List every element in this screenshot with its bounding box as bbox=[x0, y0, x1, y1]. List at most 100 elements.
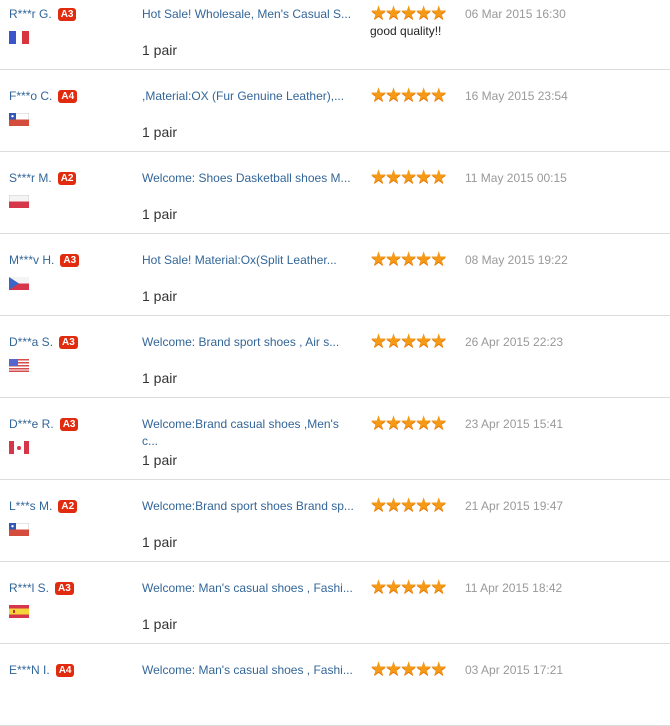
star-icon: ★ bbox=[400, 249, 417, 270]
product-link[interactable]: ,Material:OX (Fur Genuine Leather),... bbox=[142, 89, 345, 103]
star-icon: ★ bbox=[385, 331, 402, 352]
star-rating: ★★★★★ bbox=[370, 248, 447, 271]
star-icon: ★ bbox=[415, 85, 432, 106]
star-icon: ★ bbox=[415, 3, 432, 24]
quantity: 1 pair bbox=[142, 124, 178, 140]
star-icon: ★ bbox=[430, 331, 447, 352]
usa-flag-icon bbox=[9, 359, 29, 372]
buyer-level-badge: A3 bbox=[57, 8, 77, 21]
star-icon: ★ bbox=[370, 577, 387, 598]
star-icon: ★ bbox=[415, 577, 432, 598]
star-icon: ★ bbox=[370, 85, 387, 106]
star-icon: ★ bbox=[430, 167, 447, 188]
star-icon: ★ bbox=[430, 249, 447, 270]
product-link[interactable]: Welcome:Brand casual shoes ,Men's c... bbox=[142, 417, 339, 448]
buyer-name: E***N I. A4 bbox=[9, 663, 75, 677]
star-icon: ★ bbox=[385, 577, 402, 598]
buyer-name: D***a S. A3 bbox=[9, 335, 78, 349]
feedback-date: 16 May 2015 23:54 bbox=[465, 89, 568, 103]
star-rating: ★★★★★ bbox=[370, 658, 447, 681]
france-flag-icon bbox=[9, 31, 29, 44]
star-icon: ★ bbox=[430, 3, 447, 24]
spain-flag-icon bbox=[9, 605, 29, 618]
quantity: 1 pair bbox=[142, 42, 178, 58]
product-link[interactable]: Welcome: Brand sport shoes , Air s... bbox=[142, 335, 340, 349]
star-icon: ★ bbox=[385, 659, 402, 680]
chile-flag-icon bbox=[9, 523, 29, 536]
buyer-name-text: F***o C. bbox=[9, 89, 53, 103]
feedback-row: L***s M. A2 Welcome:Brand sport shoes Bra… bbox=[0, 480, 670, 562]
buyer-name-text: S***r M. bbox=[9, 171, 52, 185]
buyer-name: M***v H. A3 bbox=[9, 253, 80, 267]
buyer-level-badge: A2 bbox=[58, 500, 78, 513]
star-icon: ★ bbox=[370, 3, 387, 24]
feedback-date: 26 Apr 2015 22:23 bbox=[465, 335, 564, 349]
feedback-row: D***e R. A3 Welcome:Brand casual shoes ,M… bbox=[0, 398, 670, 480]
buyer-level-badge: A4 bbox=[55, 664, 75, 677]
star-rating: ★★★★★ bbox=[370, 84, 447, 107]
product-link[interactable]: Welcome: Man's casual shoes , Fashi... bbox=[142, 581, 353, 595]
feedback-date: 11 May 2015 00:15 bbox=[465, 171, 567, 185]
star-rating: ★★★★★ bbox=[370, 494, 447, 517]
feedback-row: R***l S. A3 Welcome: Man's casual shoes ,… bbox=[0, 562, 670, 644]
star-icon: ★ bbox=[385, 3, 402, 24]
star-icon: ★ bbox=[400, 577, 417, 598]
product-link[interactable]: Hot Sale! Wholesale, Men's Casual S... bbox=[142, 7, 352, 21]
buyer-level-badge: A2 bbox=[57, 172, 77, 185]
quantity: 1 pair bbox=[142, 616, 178, 632]
star-icon: ★ bbox=[370, 413, 387, 434]
star-icon: ★ bbox=[370, 659, 387, 680]
star-rating: ★★★★★ bbox=[370, 166, 447, 189]
buyer-name: S***r M. A2 bbox=[9, 171, 77, 185]
buyer-name: R***r G. A3 bbox=[9, 7, 77, 21]
star-icon: ★ bbox=[385, 413, 402, 434]
star-icon: ★ bbox=[370, 249, 387, 270]
star-icon: ★ bbox=[415, 167, 432, 188]
star-icon: ★ bbox=[415, 331, 432, 352]
feedback-row: D***a S. A3 Welcome: Brand sport shoes , … bbox=[0, 316, 670, 398]
feedback-date: 06 Mar 2015 16:30 bbox=[465, 7, 566, 21]
chile-flag-icon bbox=[9, 113, 29, 126]
canada-flag-icon bbox=[9, 441, 29, 454]
feedback-row: E***N I. A4 Welcome: Man's casual shoes ,… bbox=[0, 644, 670, 726]
buyer-level-badge: A3 bbox=[55, 582, 74, 595]
quantity: 1 pair bbox=[142, 452, 178, 468]
star-icon: ★ bbox=[415, 249, 432, 270]
star-icon: ★ bbox=[400, 85, 417, 106]
feedback-date: 11 Apr 2015 18:42 bbox=[465, 581, 563, 595]
feedback-row: F***o C. A4 ,Material:OX (Fur Genuine Lea… bbox=[0, 70, 670, 152]
buyer-name-text: L***s M. bbox=[9, 499, 53, 513]
feedback-date: 21 Apr 2015 19:47 bbox=[465, 499, 564, 513]
quantity: 1 pair bbox=[142, 288, 178, 304]
feedback-row: R***r G. A3 Hot Sale! Wholesale, Men's Ca… bbox=[0, 0, 670, 70]
quantity: 1 pair bbox=[142, 534, 178, 550]
product-link[interactable]: Hot Sale! Material:Ox(Split Leather... bbox=[142, 253, 337, 267]
czech-flag-icon bbox=[9, 277, 29, 290]
product-link[interactable]: Welcome: Man's casual shoes , Fashi... bbox=[142, 663, 353, 677]
buyer-level-badge: A4 bbox=[58, 90, 78, 103]
star-icon: ★ bbox=[430, 85, 447, 106]
star-icon: ★ bbox=[385, 249, 402, 270]
product-link[interactable]: Welcome:Brand sport shoes Brand sp... bbox=[142, 499, 354, 513]
star-icon: ★ bbox=[400, 413, 417, 434]
feedback-row: S***r M. A2 Welcome: Shoes Dasketball sho… bbox=[0, 152, 670, 234]
buyer-level-badge: A3 bbox=[59, 418, 79, 431]
star-icon: ★ bbox=[385, 167, 402, 188]
product-link[interactable]: Welcome: Shoes Dasketball shoes M... bbox=[142, 171, 351, 185]
star-icon: ★ bbox=[415, 413, 432, 434]
feedback-comment: good quality!! bbox=[370, 24, 442, 38]
star-icon: ★ bbox=[400, 659, 417, 680]
star-rating: ★★★★★ bbox=[370, 576, 447, 599]
star-rating: ★★★★★ bbox=[370, 2, 447, 25]
poland-flag-icon bbox=[9, 195, 29, 208]
quantity: 1 pair bbox=[142, 206, 178, 222]
star-icon: ★ bbox=[400, 331, 417, 352]
feedback-date: 03 Apr 2015 17:21 bbox=[465, 663, 564, 677]
star-icon: ★ bbox=[370, 495, 387, 516]
buyer-name-text: E***N I. bbox=[9, 663, 50, 677]
feedback-date: 08 May 2015 19:22 bbox=[465, 253, 568, 267]
star-icon: ★ bbox=[370, 331, 387, 352]
buyer-name-text: M***v H. bbox=[9, 253, 55, 267]
buyer-level-badge: A3 bbox=[59, 336, 78, 349]
